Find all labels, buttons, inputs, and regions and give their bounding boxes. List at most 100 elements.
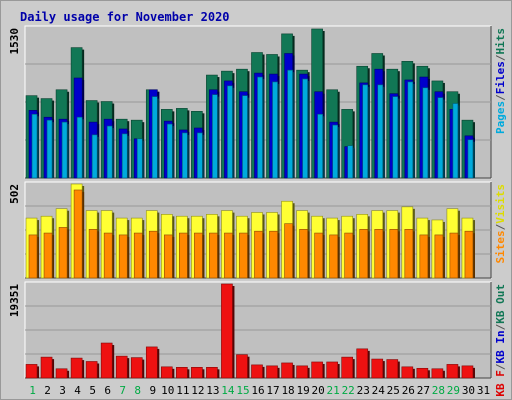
legend-entry: / [494, 323, 507, 330]
bar [182, 132, 188, 179]
scale-label: 502 [8, 184, 21, 204]
bar [239, 232, 248, 279]
x-tick-label: 17 [266, 384, 279, 397]
legend-entry: Visits [494, 184, 507, 224]
bar [287, 69, 293, 179]
bar [209, 232, 218, 279]
bar [206, 367, 218, 379]
x-tick-label: 20 [312, 384, 325, 397]
x-tick-label: 18 [281, 384, 294, 397]
x-tick-label: 1 [29, 384, 36, 397]
bar [386, 359, 399, 379]
panel-middle: 502 Sites/Visits [8, 181, 507, 279]
bar [326, 361, 338, 379]
legend-entry: KB Out [494, 284, 507, 324]
bar [416, 367, 429, 379]
bar [431, 368, 444, 379]
bar [452, 103, 459, 179]
bar [58, 227, 68, 279]
x-tick-label: 4 [74, 384, 81, 397]
bar [43, 232, 53, 279]
legend-entry: Sites [494, 230, 507, 263]
x-tick-label: 31 [477, 384, 490, 397]
bar [311, 361, 323, 379]
bar [407, 81, 414, 179]
bar [332, 124, 338, 179]
series-legend: Sites/Visits [494, 184, 507, 264]
bar [437, 97, 444, 179]
bar [389, 229, 399, 279]
x-tick-label: 26 [402, 384, 415, 397]
bar [118, 234, 128, 279]
x-tick-label: 30 [462, 384, 475, 397]
bar [317, 113, 323, 179]
bar [221, 283, 233, 379]
bar [419, 234, 429, 279]
bar [25, 364, 38, 379]
bar [148, 230, 158, 279]
x-tick-label: 16 [251, 384, 264, 397]
x-tick-label: 6 [104, 384, 111, 397]
legend-entry: KB In [494, 330, 507, 363]
bar [377, 84, 384, 179]
bar [374, 229, 384, 279]
bar [236, 354, 248, 379]
bar [163, 234, 173, 279]
bar [145, 346, 158, 379]
bar [166, 123, 173, 179]
panel-bottom: 19351 KB F/KB In/KB Out [8, 281, 507, 397]
bar [151, 96, 158, 179]
bar [88, 229, 98, 279]
bar [76, 116, 83, 179]
bar [179, 232, 188, 279]
x-tick-label: 15 [236, 384, 249, 397]
bar [100, 342, 113, 379]
x-tick-label: 9 [149, 384, 156, 397]
scale-label: 19351 [8, 284, 21, 317]
legend-entry: / [494, 54, 507, 61]
bar [446, 364, 459, 379]
x-tick-label: 7 [119, 384, 126, 397]
x-tick-label: 28 [432, 384, 445, 397]
bar [467, 139, 474, 179]
bar [227, 85, 233, 179]
bar [281, 362, 293, 379]
bar [130, 357, 143, 379]
bar [251, 364, 263, 379]
x-axis-labels: 1 2 3 4 5 6 7 8 9 10 11 12 13 14 15 16 17 18 19 20 21 22 23 24 2… [29, 384, 490, 397]
bar [359, 229, 369, 279]
bar [449, 232, 459, 279]
bar [272, 81, 278, 179]
x-tick-label: 12 [191, 384, 204, 397]
chart-panels: 1530Pages/Files/Hits502Sites/Visits19351… [8, 25, 507, 397]
bar [434, 234, 444, 279]
bar [176, 367, 188, 379]
bar [70, 357, 83, 379]
series-pages [31, 69, 475, 179]
bar [296, 365, 308, 379]
bar [85, 361, 98, 379]
bar [115, 355, 128, 379]
x-tick-label: 29 [447, 384, 460, 397]
legend-entry: Files [494, 61, 507, 94]
bar [362, 84, 369, 179]
x-tick-label: 27 [417, 384, 430, 397]
bar [91, 134, 98, 179]
x-tick-label: 3 [59, 384, 66, 397]
x-tick-label: 21 [327, 384, 340, 397]
legend-entry: / [494, 223, 507, 230]
legend-entry: Hits [494, 28, 507, 55]
bar [461, 365, 474, 379]
x-tick-label: 22 [342, 384, 355, 397]
x-tick-label: 24 [372, 384, 386, 397]
bar [371, 358, 384, 379]
x-tick-label: 19 [296, 384, 309, 397]
series-legend: KB F/KB In/KB Out [494, 284, 507, 397]
bar [73, 189, 83, 279]
bar [40, 356, 53, 379]
legend-entry: / [494, 94, 507, 101]
x-tick-label: 2 [44, 384, 51, 397]
